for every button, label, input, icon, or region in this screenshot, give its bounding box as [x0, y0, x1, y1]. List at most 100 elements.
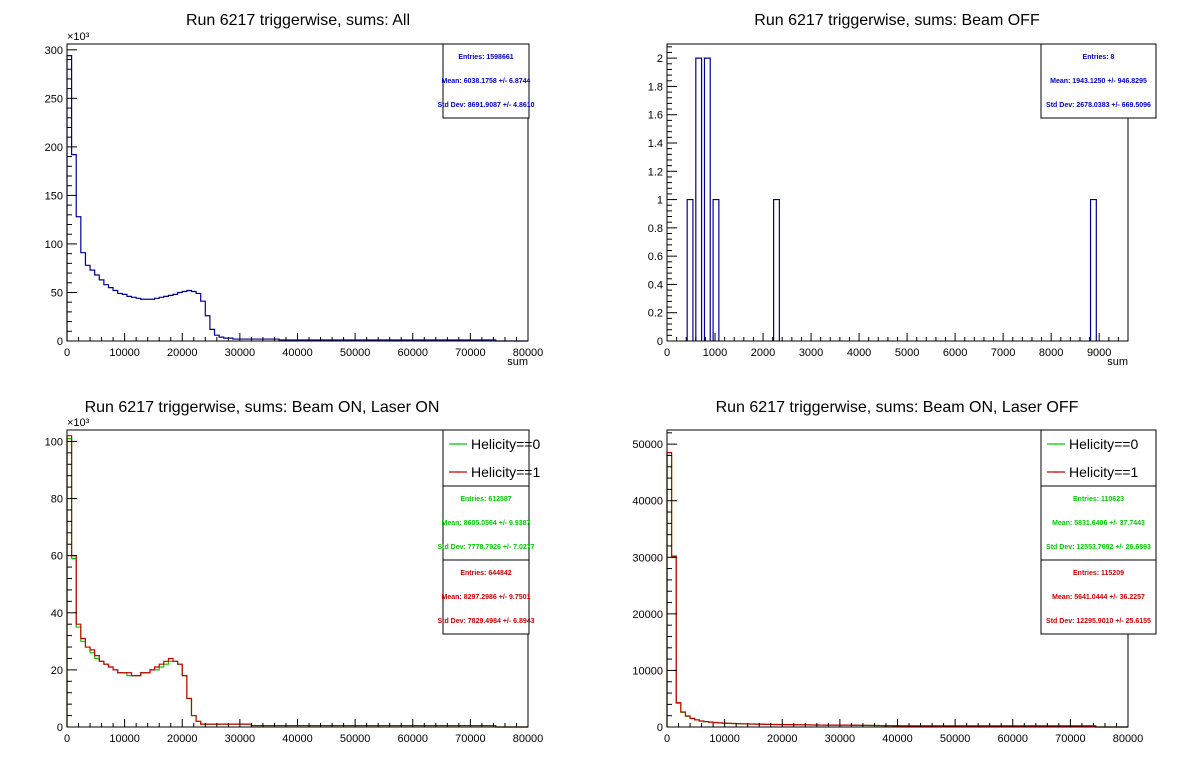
histogram-series-1 [66, 435, 528, 728]
x-tick-label: 50000 [340, 347, 371, 359]
x-tick-label: 40000 [282, 733, 313, 745]
stats-line: Std Dev: 8691.9087 +/- 4.8610 [437, 102, 534, 109]
chart-title: Run 6217 triggerwise, sums: Beam ON, Las… [716, 399, 1079, 416]
x-tick-label: 30000 [825, 733, 856, 745]
y-tick-label: 150 [45, 190, 63, 202]
y-tick-label: 20000 [632, 609, 663, 621]
y-tick-label: 100 [45, 239, 63, 251]
stats-box-frame [442, 559, 530, 635]
stats-line: Entries: 115209 [1073, 570, 1124, 577]
y-tick-label: 0.2 [648, 308, 663, 320]
stats-box: Entries: 1598661 Mean: 6038.1758 +/- 6.87… [437, 43, 535, 119]
x-tick-label: 10000 [109, 733, 140, 745]
y-tick-label: 0.8 [648, 223, 663, 235]
x-tick-label: 40000 [282, 347, 313, 359]
x-tick-label: 50000 [940, 733, 971, 745]
legend: Helicity==0 Helicity==1 [1040, 429, 1157, 487]
x-tick-label: 4000 [847, 347, 871, 359]
stats-box: Entries: 612587 Mean: 8605.0564 +/- 9.938… [437, 485, 535, 561]
legend-marker [1055, 471, 1057, 473]
x-tick-label: 5000 [895, 347, 919, 359]
x-tick-label: 50000 [340, 733, 371, 745]
y-tick-label: 50 [51, 287, 63, 299]
legend-label: Helicity==0 [1069, 436, 1138, 452]
x-tick-label: 30000 [225, 347, 256, 359]
y-tick-label: 40000 [632, 496, 663, 508]
y-tick-label: 0.4 [648, 279, 663, 291]
x-tick-label: 60000 [997, 733, 1028, 745]
x-tick-label: 0 [64, 733, 70, 745]
stats-line: Entries: 8 [1083, 54, 1115, 61]
y-tick-label: 0 [57, 722, 63, 734]
x-tick-label: 60000 [397, 733, 428, 745]
chart-title: Run 6217 triggerwise, sums: All [186, 12, 410, 29]
stats-line: Mean: 8605.0564 +/- 9.9387 [442, 520, 531, 527]
stats-line: Std Dev: 7778.7926 +/- 7.0277 [437, 544, 534, 551]
stats-line: Std Dev: 2678.0383 +/- 669.5096 [1046, 102, 1151, 109]
chart-title: Run 6217 triggerwise, sums: Beam ON, Las… [85, 399, 440, 416]
stats-box: Entries: 8 Mean: 1943.1250 +/- 946.8295 St… [1040, 43, 1157, 119]
stats-line: Mean: 8297.2986 +/- 9.7501 [442, 594, 531, 601]
x-tick-label: 7000 [991, 347, 1015, 359]
stats-box-frame [442, 485, 530, 561]
y-tick-label: 1 [657, 195, 663, 207]
histogram-bin [686, 198, 694, 341]
x-tick-label: 10000 [709, 733, 740, 745]
y-tick-label: 1.4 [648, 138, 663, 150]
y-tick-label: 40 [51, 608, 63, 620]
y-tick-label: 0 [657, 722, 663, 734]
y-tick-label: 100 [45, 436, 63, 448]
stats-line: Std Dev: 7829.4984 +/- 6.8943 [437, 618, 534, 625]
chart-pad-0: Run 6217 triggerwise, sums: All 0 10000 200… [45, 12, 544, 368]
stats-line: Mean: 6038.1758 +/- 6.8744 [442, 78, 531, 85]
y-tick-label: 20 [51, 665, 63, 677]
y-tick-label: 80 [51, 494, 63, 506]
stats-line: Entries: 612587 [460, 496, 511, 503]
x-tick-label: 20000 [167, 733, 198, 745]
legend-label: Helicity==1 [471, 464, 540, 480]
x-tick-label: 80000 [513, 733, 544, 745]
x-tick-label: 3000 [799, 347, 823, 359]
x-tick-label: 60000 [397, 347, 428, 359]
y-tick-label: 10000 [632, 665, 663, 677]
histogram-bin [1089, 198, 1097, 341]
stats-line: Std Dev: 12295.9010 +/- 25.6155 [1046, 618, 1151, 625]
stats-box: Entries: 644842 Mean: 8297.2986 +/- 9.750… [437, 559, 535, 635]
y-multiplier: ×10³ [67, 31, 90, 43]
x-tick-label: 0 [64, 347, 70, 359]
x-tick-label: 1000 [703, 347, 727, 359]
y-tick-label: 200 [45, 142, 63, 154]
x-tick-label: 6000 [943, 347, 967, 359]
y-tick-label: 1.6 [648, 110, 663, 122]
x-tick-label: 9000 [1087, 347, 1111, 359]
x-tick-label: 0 [664, 347, 670, 359]
x-tick-label: 80000 [1113, 733, 1144, 745]
chart-pad-2: Run 6217 triggerwise, sums: Beam ON, Las… [45, 399, 544, 745]
y-tick-label: 60 [51, 551, 63, 563]
x-tick-label: 40000 [882, 733, 913, 745]
histogram-bin [773, 198, 780, 341]
x-axis-label: sum [507, 356, 528, 368]
legend-marker [1055, 443, 1057, 445]
x-tick-label: 70000 [455, 347, 486, 359]
histogram-bin [712, 198, 720, 341]
stats-line: Std Dev: 12553.7692 +/- 26.6893 [1046, 544, 1151, 551]
x-tick-label: 70000 [1055, 733, 1086, 745]
x-tick-label: 2000 [751, 347, 775, 359]
y-tick-label: 2 [657, 53, 663, 65]
legend-label: Helicity==1 [1069, 464, 1138, 480]
stats-box-frame [1040, 43, 1157, 119]
stats-box-frame [1040, 485, 1157, 561]
stats-line: Entries: 644842 [460, 570, 511, 577]
y-tick-label: 0 [57, 336, 63, 348]
legend-box [442, 429, 530, 487]
y-tick-label: 300 [45, 45, 63, 57]
y-tick-label: 30000 [632, 552, 663, 564]
stats-line: Mean: 1943.1250 +/- 946.8295 [1050, 78, 1147, 85]
x-tick-label: 70000 [455, 733, 486, 745]
y-tick-label: 1.2 [648, 166, 663, 178]
y-tick-label: 250 [45, 93, 63, 105]
stats-box: Entries: 115209 Mean: 5641.0444 +/- 36.22… [1040, 559, 1157, 635]
y-tick-label: 50000 [632, 439, 663, 451]
